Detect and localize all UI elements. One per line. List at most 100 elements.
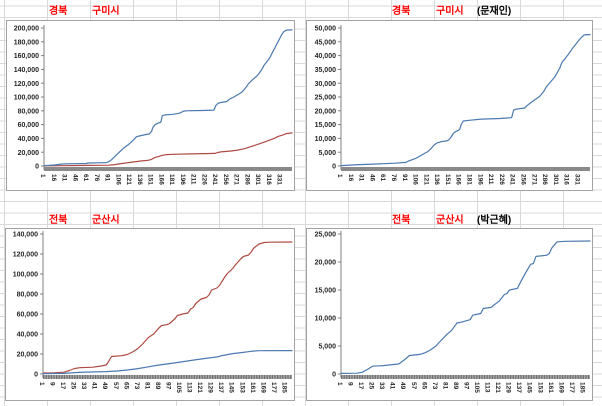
y-axis-label: 80,000 [18,108,40,115]
x-axis-tick [245,375,247,379]
x-axis-tick [53,375,55,379]
x-axis-label: 169 [557,382,564,393]
line-chart-gumi-total[interactable]: 0 20,000 40,000 60,000 80,000 100,000 120,000 1… [6,20,295,191]
series-red-line [43,132,293,167]
x-axis-tick [387,375,389,379]
x-axis-tick [193,375,195,379]
x-axis-tick [502,375,504,379]
x-axis-label: 177 [568,382,575,393]
x-axis-tick [212,375,214,379]
y-axis-label: 0 [34,372,38,379]
x-axis-tick [230,375,232,379]
x-axis-tick [554,375,556,379]
line-chart-gumi-moon[interactable]: 0 5,000 10,000 15,000 20,000 25,000 30,000 35,0… [306,20,593,191]
x-axis-tick [240,375,242,379]
x-axis-label: 331 [276,174,283,185]
x-axis-label: 151 [147,174,154,185]
x-axis-tick [393,375,395,379]
x-axis-tick [484,375,486,379]
header-cell-region[interactable]: 경북 [392,6,411,17]
y-axis-label: 15,000 [315,122,337,129]
x-axis-tick [424,375,426,379]
x-axis-label: 73 [431,382,438,390]
x-axis-tick [541,375,543,379]
x-axis-label: 226 [498,174,505,185]
x-axis-tick [102,375,104,379]
x-axis-tick [564,375,566,379]
x-axis-bar [43,375,292,379]
x-axis-label: 106 [114,174,121,185]
x-axis-tick [264,375,266,379]
x-axis-tick [460,375,462,379]
x-axis-tick [567,375,569,379]
x-axis-label: 81 [441,382,448,390]
header-cell-region[interactable]: 경북 [49,6,68,17]
x-axis-tick [279,375,281,379]
x-axis-label: 121 [196,382,203,393]
x-axis-tick [551,375,553,379]
x-axis-tick [128,375,130,379]
x-axis-tick [100,375,102,379]
x-axis-tick [214,375,216,379]
x-axis-label: 316 [563,174,570,185]
x-axis-label: 129 [505,382,512,393]
header-cell-city[interactable]: 구미시 [436,6,464,17]
x-axis-tick [82,375,84,379]
x-axis-label: 145 [526,382,533,393]
x-axis-tick [471,375,473,379]
x-axis-tick [346,375,348,379]
header-cell-region[interactable]: 전북 [392,215,411,226]
x-axis-tick [235,375,237,379]
x-axis-tick [343,375,345,379]
x-axis-tick [271,375,273,379]
line-chart-gunsan-park[interactable]: 0 5,000 10,000 15,000 20,000 25,000 1 9 17 25 33 41… [306,228,593,401]
x-axis-tick [523,375,525,379]
series-blue-line [43,29,293,167]
x-axis-label: 46 [368,174,375,182]
header-cell-city[interactable]: 군산시 [92,215,120,226]
x-axis-tick [238,375,240,379]
x-axis-label: 9 [49,382,56,386]
x-axis-label: 185 [280,382,287,393]
chart-canvas: 0 5,000 10,000 15,000 20,000 25,000 1 9 17 25 33 41… [315,231,591,393]
x-axis-label: 196 [476,174,483,185]
x-axis-tick [253,375,255,379]
x-axis-tick [403,375,405,379]
x-axis-tick [569,375,571,379]
x-axis-tick [575,375,577,379]
x-axis-label: 226 [200,174,207,185]
x-axis-tick [354,375,356,379]
x-axis-label: 33 [80,382,87,390]
x-axis-tick [69,375,71,379]
x-axis-tick [585,375,587,379]
x-axis-label: 1 [38,382,45,386]
x-axis-label: 57 [112,382,119,390]
x-axis-tick [437,375,439,379]
x-axis-tick [56,375,58,379]
x-axis-tick [497,375,499,379]
x-axis-tick [110,375,112,379]
x-axis-tick [147,375,149,379]
header-cell-region[interactable]: 전북 [49,215,68,226]
x-axis-tick [504,375,506,379]
header-cell-city[interactable]: 구미시 [92,6,120,17]
x-axis-label: 137 [217,382,224,393]
line-chart-gunsan-total[interactable]: 0 20,000 40,000 60,000 80,000 100,000 120,000 1… [5,228,295,401]
x-axis-label: 121 [494,382,501,393]
x-axis-label: 241 [211,174,218,185]
x-axis-tick [481,375,483,379]
x-axis-label: 73 [133,382,140,390]
x-axis-label: 153 [238,382,245,393]
x-axis-label: 301 [254,174,261,185]
y-axis-label: 0 [332,372,336,379]
header-cell-candidate[interactable]: (박근혜) [477,215,512,226]
x-axis-tick [157,375,159,379]
x-axis-tick [71,375,73,379]
header-cell-city[interactable]: 군산시 [436,215,464,226]
x-axis-tick [390,375,392,379]
x-axis-label: 41 [91,382,98,390]
x-axis-tick [248,375,250,379]
x-axis-tick [141,375,143,379]
header-cell-candidate[interactable]: (문재인) [477,6,512,17]
x-axis-tick [209,375,211,379]
